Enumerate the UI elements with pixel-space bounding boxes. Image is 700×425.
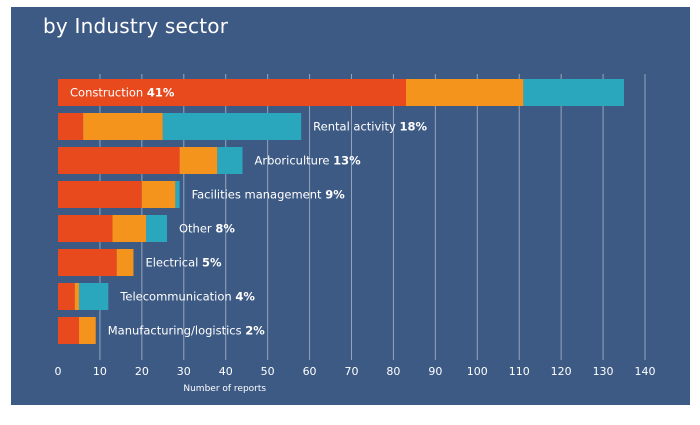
bar-segment xyxy=(78,317,96,344)
x-tick-label: 40 xyxy=(219,365,233,378)
x-tick-label: 80 xyxy=(386,365,400,378)
bar-segment xyxy=(116,249,134,276)
x-tick-label: 90 xyxy=(428,365,442,378)
category-label: Rental activity 18% xyxy=(313,120,427,134)
bar-segment xyxy=(112,215,147,242)
x-tick-label: 0 xyxy=(55,365,62,378)
x-tick-label: 130 xyxy=(593,365,614,378)
bar-segment xyxy=(58,317,79,344)
bars xyxy=(58,79,625,344)
category-label: Arboriculture 13% xyxy=(254,154,361,168)
x-tick-label: 110 xyxy=(509,365,530,378)
x-tick-label: 140 xyxy=(635,365,656,378)
x-tick-label: 20 xyxy=(135,365,149,378)
x-tick-label: 70 xyxy=(345,365,359,378)
category-label: Telecommunication 4% xyxy=(119,290,255,304)
bar-segment xyxy=(58,215,113,242)
bar-segment xyxy=(175,181,180,208)
bar-segment xyxy=(217,147,243,174)
category-labels: Construction 41% Rental activity 18% Arbor… xyxy=(70,86,427,338)
x-tick-label: 60 xyxy=(303,365,317,378)
bar-segment xyxy=(83,113,163,140)
category-label: Other 8% xyxy=(179,222,235,236)
bar-segment xyxy=(58,79,407,106)
bar-segment xyxy=(78,283,109,310)
x-tick-label: 120 xyxy=(551,365,572,378)
bar-segment xyxy=(74,283,79,310)
bar-segment xyxy=(141,181,176,208)
bar-segment xyxy=(162,113,302,140)
bar-segment xyxy=(523,79,625,106)
bar-segment xyxy=(179,147,218,174)
bar-segment xyxy=(58,147,180,174)
chart-title: by Industry sector xyxy=(43,14,229,38)
x-axis-title: Number of reports xyxy=(183,384,266,394)
x-axis-ticks: 0 10 20 30 40 50 60 70 80 90 100 110 120 130 140 xyxy=(55,365,656,378)
category-label: Manufacturing/logistics 2% xyxy=(108,324,266,338)
bar-segment xyxy=(406,79,524,106)
category-label: Construction 41% xyxy=(70,86,175,100)
bar-segment xyxy=(58,113,84,140)
x-tick-label: 10 xyxy=(93,365,107,378)
category-label: Facilities management 9% xyxy=(192,188,346,202)
bar-segment xyxy=(146,215,168,242)
x-tick-label: 50 xyxy=(261,365,275,378)
category-label: Electrical 5% xyxy=(145,256,222,270)
x-tick-label: 30 xyxy=(177,365,191,378)
x-tick-label: 100 xyxy=(467,365,488,378)
bar-segment xyxy=(58,283,75,310)
bar-segment xyxy=(58,249,117,276)
bar-segment xyxy=(58,181,142,208)
